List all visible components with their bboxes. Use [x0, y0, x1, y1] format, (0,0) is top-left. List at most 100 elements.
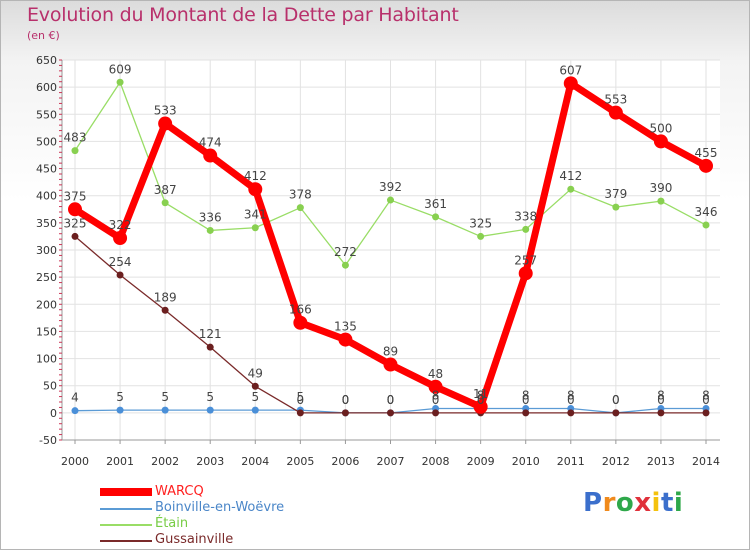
data-label: 8	[657, 389, 665, 403]
data-label: 8	[522, 389, 530, 403]
y-tick-label: 100	[36, 353, 57, 366]
data-point	[338, 332, 353, 347]
data-label: 325	[469, 216, 492, 230]
data-label: 166	[289, 303, 312, 317]
data-label: 0	[342, 393, 350, 407]
data-point	[251, 406, 259, 414]
data-point	[296, 204, 304, 212]
data-label: 257	[514, 253, 537, 267]
data-label: 4	[71, 391, 79, 405]
data-point	[653, 134, 668, 149]
data-point	[206, 226, 214, 234]
data-point	[206, 406, 214, 414]
data-label: 272	[334, 245, 357, 259]
logo-letter: o	[615, 488, 635, 518]
data-label: 8	[567, 389, 575, 403]
x-tick-label: 2007	[377, 455, 405, 468]
data-label: 0	[612, 393, 620, 407]
data-point	[113, 231, 128, 246]
x-tick-label: 2012	[602, 455, 630, 468]
data-label: 336	[199, 210, 222, 224]
data-label: 0	[342, 393, 350, 407]
y-tick-label: 450	[36, 163, 57, 176]
data-label: 5	[297, 390, 305, 404]
data-point	[206, 343, 214, 351]
data-label: 346	[695, 205, 718, 219]
data-point	[432, 409, 440, 417]
x-tick-label: 2014	[692, 455, 720, 468]
data-label: 483	[64, 131, 87, 145]
data-point	[473, 399, 488, 414]
data-label: 361	[424, 197, 447, 211]
data-point	[251, 382, 259, 390]
data-point	[563, 76, 578, 91]
data-label: 325	[64, 216, 87, 230]
data-point	[71, 147, 79, 155]
data-point	[567, 409, 575, 417]
data-point	[251, 224, 259, 232]
data-label: 0	[567, 393, 575, 407]
x-tick-label: 2001	[106, 455, 134, 468]
data-point	[116, 406, 124, 414]
data-label: 89	[383, 345, 398, 359]
data-point	[116, 78, 124, 86]
data-point	[522, 225, 530, 233]
logo-letter: x	[634, 488, 652, 518]
data-point	[608, 105, 623, 120]
data-label: 8	[477, 389, 485, 403]
legend-label-warcq: WARCQ	[155, 484, 204, 499]
data-point	[341, 261, 349, 269]
data-label: 49	[248, 366, 263, 380]
data-label: 5	[251, 390, 259, 404]
x-tick-label: 2000	[61, 455, 89, 468]
data-label: 0	[387, 393, 395, 407]
y-tick-label: 150	[36, 325, 57, 338]
logo-letter: P	[583, 488, 603, 518]
data-label: 412	[559, 169, 582, 183]
proxiti-logo: Proxiti	[583, 488, 683, 518]
data-label: 500	[649, 121, 672, 135]
data-label: 0	[612, 393, 620, 407]
y-tick-label: 350	[36, 217, 57, 230]
y-tick-label: 650	[36, 54, 57, 67]
data-label: 553	[604, 93, 627, 107]
data-point	[702, 409, 710, 417]
data-label: 8	[702, 389, 710, 403]
data-point	[248, 182, 263, 197]
data-point	[293, 315, 308, 330]
data-point	[428, 379, 443, 394]
data-label: 375	[64, 189, 87, 203]
data-label: 0	[387, 393, 395, 407]
data-point	[383, 357, 398, 372]
y-tick-label: 400	[36, 190, 57, 203]
data-point	[657, 409, 665, 417]
data-label: 5	[116, 390, 124, 404]
data-label: 121	[199, 327, 222, 341]
data-label: 0	[477, 393, 485, 407]
legend-swatch-boinville	[100, 508, 152, 510]
data-label: 607	[559, 63, 582, 77]
logo-letter: i	[673, 488, 684, 518]
logo-letter: i	[651, 488, 661, 518]
chart-title: Evolution du Montant de la Dette par Hab…	[27, 4, 459, 26]
x-tick-label: 2008	[422, 455, 450, 468]
data-label: 609	[109, 62, 132, 76]
y-tick-label: 50	[43, 380, 57, 393]
legend-label-gussainville: Gussainville	[155, 532, 234, 547]
logo-letter: t	[660, 488, 674, 518]
x-tick-label: 2005	[286, 455, 314, 468]
data-label: 322	[109, 218, 132, 232]
data-point	[387, 196, 394, 204]
data-point	[116, 271, 124, 279]
data-label: 48	[428, 367, 443, 381]
data-point	[432, 213, 440, 221]
x-tick-label: 2006	[331, 455, 359, 468]
y-tick-label: 250	[36, 271, 57, 284]
x-tick-label: 2002	[151, 455, 179, 468]
x-tick-label: 2004	[241, 455, 269, 468]
data-label: 392	[379, 180, 402, 194]
data-point	[387, 409, 394, 417]
data-label: 533	[154, 104, 177, 118]
chart-subtitle: (en €)	[27, 29, 60, 42]
y-tick-label: 0	[50, 407, 57, 420]
